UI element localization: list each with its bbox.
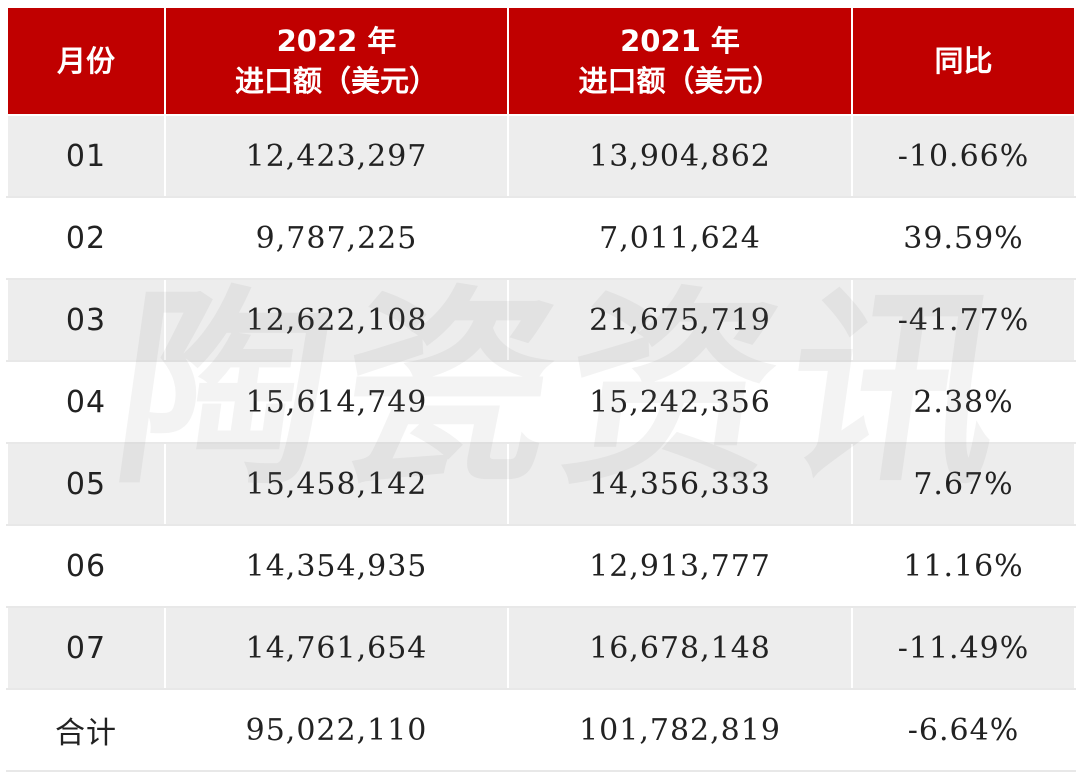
header-month: 月份 <box>6 6 166 116</box>
month-cell: 03 <box>6 278 166 362</box>
total-yoy-cell: -6.64% <box>851 688 1076 772</box>
import-2022-cell: 14,354,935 <box>164 524 509 608</box>
header-2021-year: 2021 年 <box>620 24 740 58</box>
import-2021-cell: 15,242,356 <box>507 360 853 444</box>
table-row: 03 12,622,108 21,675,719 -41.77% <box>6 278 1076 362</box>
header-2022-import: 2022 年 进口额（美元） <box>164 6 509 116</box>
month-cell: 02 <box>6 196 166 280</box>
table-row: 06 14,354,935 12,913,777 11.16% <box>6 524 1076 608</box>
month-cell: 07 <box>6 606 166 690</box>
total-2021-cell: 101,782,819 <box>507 688 853 772</box>
import-2022-cell: 15,614,749 <box>164 360 509 444</box>
yoy-cell: -41.77% <box>851 278 1076 362</box>
import-table-container: 月份 2022 年 进口额（美元） 2021 年 进口额（美元） 同比 01 1… <box>6 6 1076 772</box>
import-2021-cell: 12,913,777 <box>507 524 853 608</box>
month-cell: 01 <box>6 114 166 198</box>
total-row: 合计 95,022,110 101,782,819 -6.64% <box>6 688 1076 772</box>
import-2022-cell: 12,622,108 <box>164 278 509 362</box>
import-2022-cell: 15,458,142 <box>164 442 509 526</box>
month-cell: 05 <box>6 442 166 526</box>
total-label-cell: 合计 <box>6 688 166 772</box>
import-comparison-table: 月份 2022 年 进口额（美元） 2021 年 进口额（美元） 同比 01 1… <box>6 6 1076 772</box>
import-2022-cell: 9,787,225 <box>164 196 509 280</box>
yoy-cell: 2.38% <box>851 360 1076 444</box>
total-2022-cell: 95,022,110 <box>164 688 509 772</box>
yoy-cell: 39.59% <box>851 196 1076 280</box>
import-2021-cell: 13,904,862 <box>507 114 853 198</box>
import-2022-cell: 14,761,654 <box>164 606 509 690</box>
table-row: 01 12,423,297 13,904,862 -10.66% <box>6 114 1076 198</box>
yoy-cell: -10.66% <box>851 114 1076 198</box>
header-2022-label: 进口额（美元） <box>234 64 438 98</box>
header-yoy: 同比 <box>851 6 1076 116</box>
table-row: 05 15,458,142 14,356,333 7.67% <box>6 442 1076 526</box>
import-2022-cell: 12,423,297 <box>164 114 509 198</box>
yoy-cell: 7.67% <box>851 442 1076 526</box>
table-row: 02 9,787,225 7,011,624 39.59% <box>6 196 1076 280</box>
header-2021-import: 2021 年 进口额（美元） <box>507 6 853 116</box>
header-2021-label: 进口额（美元） <box>578 64 782 98</box>
yoy-cell: -11.49% <box>851 606 1076 690</box>
import-2021-cell: 14,356,333 <box>507 442 853 526</box>
header-month-label: 月份 <box>56 44 115 78</box>
table-row: 04 15,614,749 15,242,356 2.38% <box>6 360 1076 444</box>
header-yoy-label: 同比 <box>934 44 993 78</box>
yoy-cell: 11.16% <box>851 524 1076 608</box>
month-cell: 06 <box>6 524 166 608</box>
import-2021-cell: 16,678,148 <box>507 606 853 690</box>
table-header-row: 月份 2022 年 进口额（美元） 2021 年 进口额（美元） 同比 <box>6 6 1076 116</box>
month-cell: 04 <box>6 360 166 444</box>
table-row: 07 14,761,654 16,678,148 -11.49% <box>6 606 1076 690</box>
import-2021-cell: 21,675,719 <box>507 278 853 362</box>
import-2021-cell: 7,011,624 <box>507 196 853 280</box>
header-2022-year: 2022 年 <box>276 24 397 58</box>
